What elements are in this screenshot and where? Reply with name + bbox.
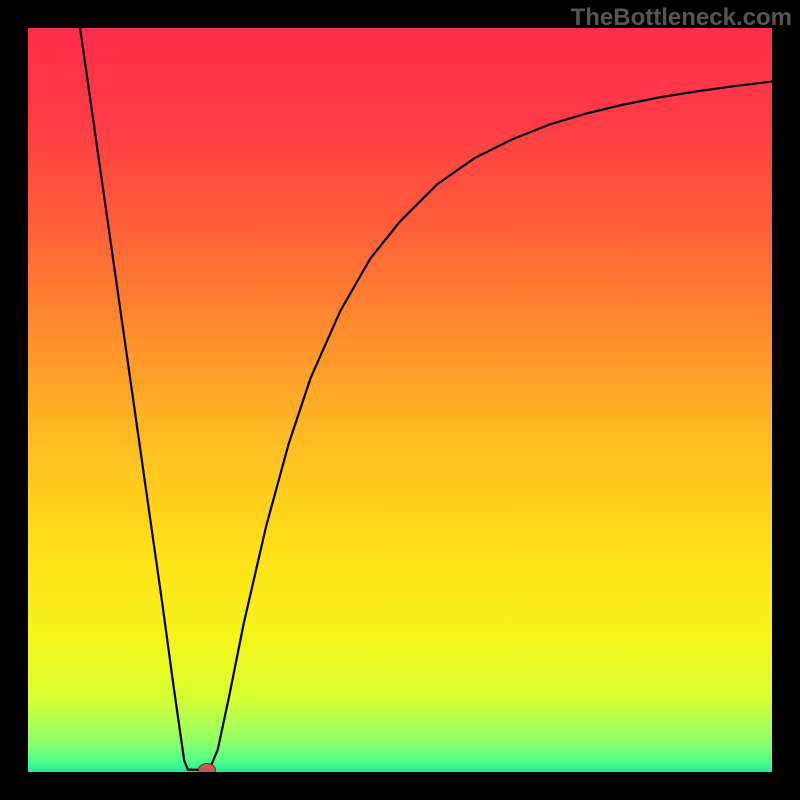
optimum-marker-dot — [198, 763, 216, 772]
bottleneck-curve — [28, 28, 772, 772]
plot-area — [28, 28, 772, 772]
chart-container: TheBottleneck.com — [0, 0, 800, 800]
watermark-text: TheBottleneck.com — [571, 4, 792, 32]
